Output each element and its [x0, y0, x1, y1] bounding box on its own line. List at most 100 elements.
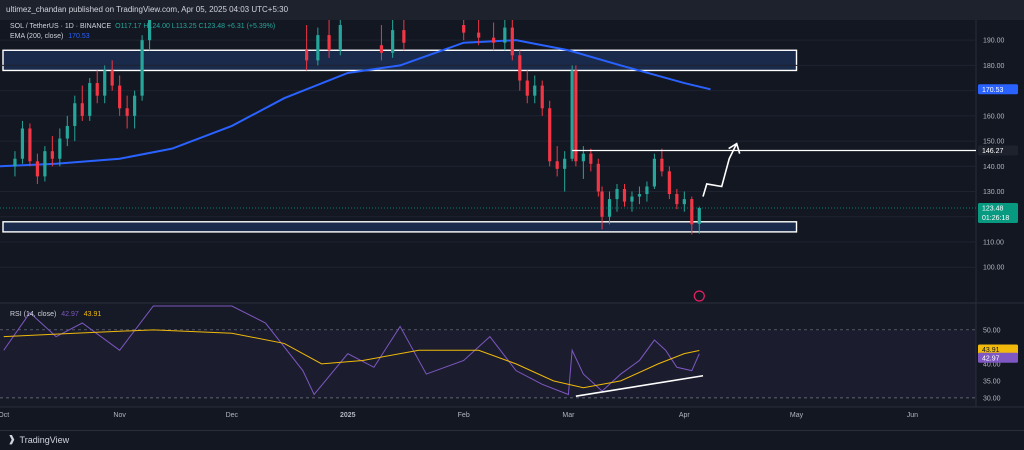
candle-body [147, 20, 152, 41]
rsi-value: 42.97 [61, 311, 79, 318]
price-tag-countdown: 01:26:18 [982, 215, 1009, 222]
candle-body [50, 151, 54, 159]
candle-body [477, 32, 481, 38]
ema-layer [0, 39, 711, 168]
price-tick-label: 100.00 [983, 265, 1005, 272]
candle-body [637, 194, 642, 197]
tradingview-logo[interactable]: ❱ TradingView [8, 434, 69, 445]
candle-body [675, 194, 679, 205]
rsi-layer [0, 305, 976, 399]
alert-icon [693, 290, 705, 302]
publisher-text: ultimez_chandan published on TradingView… [6, 5, 289, 14]
date-tick-label: Nov [113, 412, 126, 419]
candle-body [118, 85, 122, 109]
price-tag-value: 123.48 [982, 205, 1004, 212]
symbol-name[interactable]: SOL / TetherUS · 1D · BINANCE [10, 23, 112, 30]
rsi-tick-label: 40.00 [983, 361, 1001, 368]
rsi-label: RSI (14, close) [10, 311, 57, 318]
candle-body [327, 35, 331, 51]
candle-body [20, 128, 25, 159]
ema-value: 170.53 [68, 33, 90, 40]
date-tick-label: Oct [0, 412, 9, 419]
candle-body [652, 158, 657, 187]
date-tick-label: Apr [679, 412, 691, 419]
candle-body [13, 158, 17, 167]
rsi-pane-bg [0, 302, 976, 407]
grid-layer [0, 20, 1024, 408]
candle-body [518, 55, 522, 81]
rsi-tag-bg [978, 352, 1018, 363]
candle-body [548, 108, 552, 162]
footer-bar: ❱ TradingView [0, 430, 1024, 450]
price-tick-label: 180.00 [983, 63, 1005, 70]
date-tick-label: May [790, 412, 804, 419]
support-resistance-zone-0 [2, 49, 798, 72]
price-tick-label: 110.00 [983, 239, 1004, 246]
candle-body [65, 125, 69, 139]
candle-body [690, 199, 694, 225]
candle-body [125, 108, 129, 116]
candle-body [28, 128, 32, 162]
candle-body [645, 186, 649, 195]
candle-body [73, 103, 77, 126]
ema-200-line [0, 39, 711, 168]
candle-body [581, 153, 585, 162]
price-tag-bg [978, 84, 1018, 95]
candle-body [316, 35, 320, 61]
tv-logo-icon: ❱ [8, 434, 16, 444]
date-tick-label: Dec [226, 412, 239, 419]
candle-body [402, 30, 406, 43]
candle-body [570, 70, 574, 159]
rsi-tick-label: 35.00 [983, 378, 1001, 385]
price-tick-label: 190.00 [983, 38, 1005, 45]
candle-body [35, 161, 39, 177]
date-tick-label: Feb [458, 412, 470, 419]
candle-body [133, 95, 137, 116]
date-tick-label: Mar [562, 412, 575, 419]
candle-body [540, 85, 544, 109]
price-tick-label: 160.00 [983, 113, 1005, 120]
candle-body [596, 163, 600, 192]
candle-body [379, 45, 384, 53]
candle-body [574, 70, 578, 162]
rsi-tag-value: 42.97 [982, 355, 1000, 362]
date-tick-label: Jun [907, 412, 918, 419]
publisher-header: ultimez_chandan published on TradingView… [0, 0, 1024, 20]
candle-body [95, 83, 99, 96]
price-tag-value: 170.53 [982, 87, 1004, 94]
candle-body [615, 189, 619, 200]
candle-body [140, 40, 144, 96]
candle-body [43, 151, 47, 177]
rsi-legend[interactable]: RSI (14, close) 42.97 43.91 [10, 311, 101, 318]
candle-body [682, 199, 686, 205]
rsi-band-fill [0, 329, 976, 398]
rsi-ma-line [3, 329, 700, 389]
candle-body [525, 80, 529, 96]
rsi-tick-label: 30.00 [983, 395, 1001, 402]
candle-body [58, 138, 62, 159]
price-tick-label: 130.00 [983, 189, 1005, 196]
price-tick-label: 140.00 [983, 164, 1005, 171]
candle-body [697, 207, 701, 224]
candle-body [533, 85, 537, 96]
ema-label: EMA (200, close) [10, 33, 64, 40]
candle-body [503, 27, 507, 43]
candle-body [667, 171, 671, 195]
candle-body [391, 30, 395, 53]
axis-layer: 100.00110.00120.00130.00140.00150.00160.… [978, 38, 1018, 402]
candle-body [622, 189, 627, 202]
date-axis-layer: Oct Nov Dec 2025 Feb Mar Apr May Jun [0, 412, 918, 419]
ema-legend[interactable]: EMA (200, close) 170.53 [10, 33, 90, 40]
candle-body [555, 161, 559, 169]
candle-body [660, 158, 664, 172]
rsi-tick-label: 50.00 [983, 327, 1001, 334]
symbol-legend[interactable]: SOL / TetherUS · 1D · BINANCE O117.17 H1… [10, 23, 275, 30]
price-tag-value: 146.27 [982, 148, 1004, 155]
rsi-tag-value: 43.91 [982, 347, 1000, 354]
candle-body [103, 70, 107, 96]
support-resistance-zone-1 [2, 221, 798, 233]
candle-body [510, 27, 514, 56]
candle-body [563, 158, 567, 169]
rsi-divergence-trendline [575, 374, 704, 397]
